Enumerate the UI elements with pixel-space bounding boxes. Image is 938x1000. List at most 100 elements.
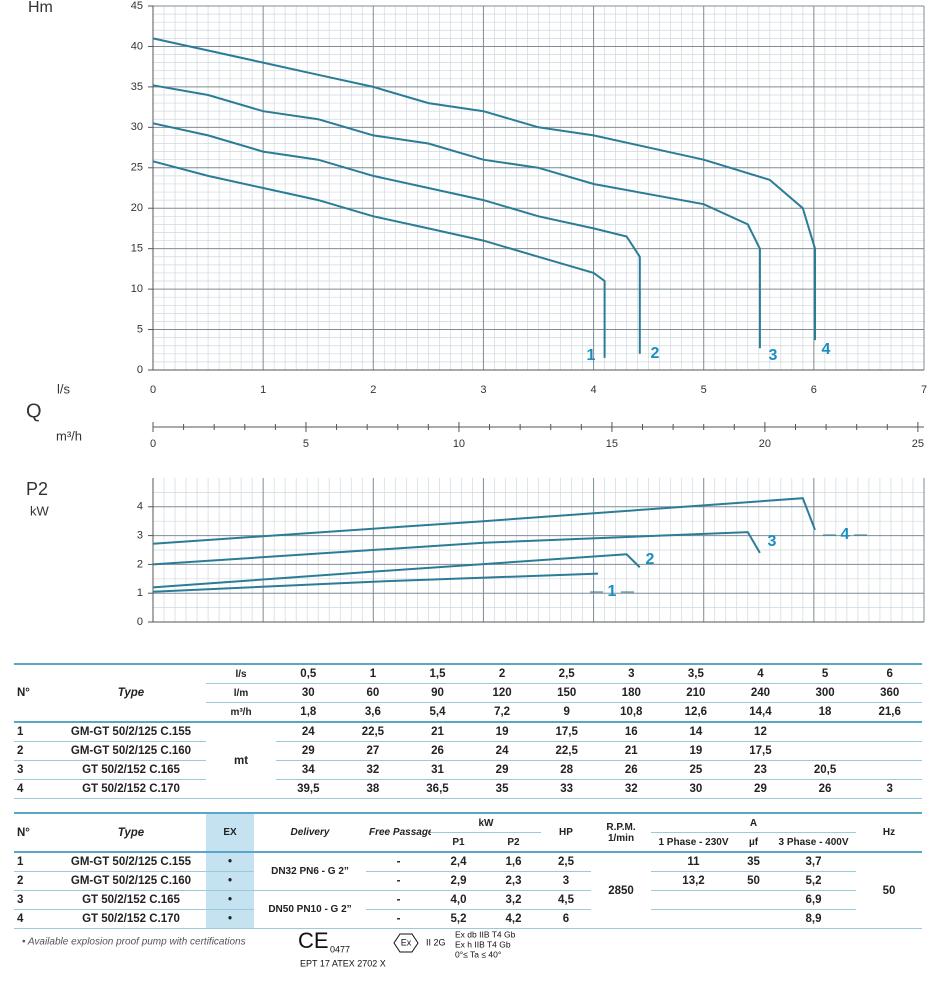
table-row: 1 GM-GT 50/2/125 C.155 • DN32 PN6 - G 2” - 2,… bbox=[14, 851, 923, 929]
table-cell: • bbox=[206, 890, 254, 910]
head-cell: 38 bbox=[340, 779, 406, 799]
header-cell: Delivery bbox=[254, 812, 366, 853]
header-cell: P2 bbox=[486, 832, 541, 853]
unit-cell: l/s bbox=[206, 663, 276, 684]
table-cell bbox=[651, 890, 736, 910]
x2-tick-label: 10 bbox=[453, 438, 465, 450]
cell-text: A bbox=[749, 817, 758, 829]
cell-text: Hz bbox=[882, 827, 896, 838]
header-cell: EX bbox=[206, 812, 254, 853]
cell-text: 4,0 bbox=[450, 894, 467, 906]
cell-text: 2 bbox=[17, 875, 24, 887]
flow-cell: 210 bbox=[663, 683, 729, 703]
cell-text: 31 bbox=[431, 764, 444, 776]
unit-cell: m³/h bbox=[206, 702, 276, 723]
flow-cell: 300 bbox=[792, 683, 858, 703]
cell-text: l/s bbox=[235, 668, 247, 680]
cell-text: 25 bbox=[689, 764, 703, 776]
y-axis-label: P2 bbox=[26, 479, 48, 499]
cell-text: 28 bbox=[560, 764, 574, 776]
series-label: 2 bbox=[646, 551, 655, 568]
cell-text: 30 bbox=[301, 687, 315, 699]
cell-text: 26 bbox=[431, 745, 444, 757]
cell-text: 33 bbox=[560, 783, 574, 795]
flow-cell: 120 bbox=[469, 683, 535, 703]
table-row: 2 GM-GT 50/2/125 C.160 • - 2,9 2,3 3 13,2 50 5,2 bbox=[14, 871, 922, 891]
flow-cell: 180 bbox=[598, 683, 664, 703]
cell-text: 5,2 bbox=[805, 875, 822, 887]
unit-cell: l/m bbox=[206, 683, 276, 703]
flow-cell: 5 bbox=[792, 663, 858, 684]
table-cell: 4,0 bbox=[431, 890, 486, 910]
cell-text: 1 Phase - 230V bbox=[658, 836, 729, 848]
ex-group: II 2G bbox=[426, 937, 446, 947]
head-cell: 26 bbox=[405, 741, 470, 761]
series-label: 1 bbox=[587, 347, 596, 364]
flow-cell: 4 bbox=[728, 663, 793, 684]
table-cell: 4 bbox=[14, 779, 56, 799]
cell-text: 210 bbox=[686, 687, 706, 699]
cell-text: 1,6 bbox=[505, 856, 522, 868]
series-label: 4 bbox=[841, 526, 850, 543]
series-label: 1 bbox=[608, 583, 617, 600]
rpm-cell: 2850 bbox=[591, 851, 651, 929]
table-cell: 2,4 bbox=[431, 851, 486, 872]
y-tick-label: 2 bbox=[137, 558, 143, 570]
unit-cell: mt bbox=[206, 721, 276, 799]
cell-text: GT 50/2/152 C.165 bbox=[82, 764, 180, 776]
cell-text: 39,5 bbox=[297, 783, 320, 795]
cell-text: - bbox=[396, 894, 401, 906]
head-cell: 14 bbox=[663, 721, 729, 742]
series-line bbox=[152, 497, 816, 545]
cell-text: kW bbox=[478, 817, 494, 829]
cell-text: 6,9 bbox=[805, 894, 822, 906]
cell-text: HP bbox=[559, 827, 573, 838]
table-row: 1 GM-GT 50/2/125 C.155 mt 24 22,5 21 19 17,5 16 1… bbox=[14, 721, 922, 799]
table-cell: GT 50/2/152 C.170 bbox=[56, 779, 206, 799]
table-cell bbox=[651, 909, 736, 929]
cell-text: 60 bbox=[366, 687, 380, 699]
cell-text: N° bbox=[17, 826, 30, 839]
head-cell: 35 bbox=[469, 779, 535, 799]
y-tick-label: 45 bbox=[131, 0, 143, 12]
table-cell: GM-GT 50/2/125 C.160 bbox=[56, 871, 206, 891]
x-tick-label: 7 bbox=[921, 384, 927, 396]
flow-cell: 240 bbox=[728, 683, 793, 703]
cell-text: m³/h bbox=[230, 706, 252, 718]
head-cell: 28 bbox=[534, 760, 599, 780]
cell-text: 3 Phase - 400V bbox=[778, 836, 849, 848]
cell-text: 3 bbox=[17, 764, 24, 776]
flow-cell: 3,6 bbox=[340, 702, 406, 723]
cell-text: 4,5 bbox=[558, 894, 574, 906]
cell-text: 3 bbox=[886, 783, 893, 795]
cell-text: 18 bbox=[818, 706, 832, 718]
cell-text: l/m bbox=[233, 687, 249, 699]
table-cell bbox=[736, 909, 771, 929]
flow-cell: 14,4 bbox=[728, 702, 793, 723]
y-tick-label: 4 bbox=[137, 501, 143, 513]
flow-cell: 3,5 bbox=[663, 663, 729, 684]
ex-marking: 0°≤ Ta ≤ 40° bbox=[455, 949, 501, 959]
cell-text: DN50 PN10 - G 2” bbox=[268, 904, 352, 915]
head-cell bbox=[857, 721, 922, 742]
cell-text: 27 bbox=[366, 745, 380, 757]
table-row: 4 GT 50/2/152 C.170 39,5 38 36,5 35 33 32 30 29 26… bbox=[14, 779, 922, 799]
cell-text: 6 bbox=[562, 913, 570, 925]
cell-text: 29 bbox=[301, 745, 315, 757]
head-cell: 33 bbox=[534, 779, 599, 799]
x2-axis-label: m³/h bbox=[56, 428, 82, 443]
flow-cell: 12,6 bbox=[663, 702, 729, 723]
flow-cell: 2,5 bbox=[534, 663, 599, 684]
cell-text: 2,5 bbox=[558, 856, 574, 868]
cell-text: R.P.M. bbox=[606, 821, 636, 833]
table-cell: 1 bbox=[14, 851, 56, 872]
cell-text: EX bbox=[223, 827, 237, 838]
cell-text: DN32 PN6 - G 2” bbox=[271, 866, 349, 877]
cell-text: GT 50/2/152 C.165 bbox=[82, 894, 180, 906]
cell-text: - bbox=[396, 875, 401, 887]
head-cell bbox=[857, 760, 922, 780]
table-cell: GT 50/2/152 C.165 bbox=[56, 760, 206, 780]
cell-text: 3 bbox=[17, 894, 24, 906]
series-line bbox=[152, 531, 761, 566]
cell-text: 4,2 bbox=[505, 913, 522, 925]
